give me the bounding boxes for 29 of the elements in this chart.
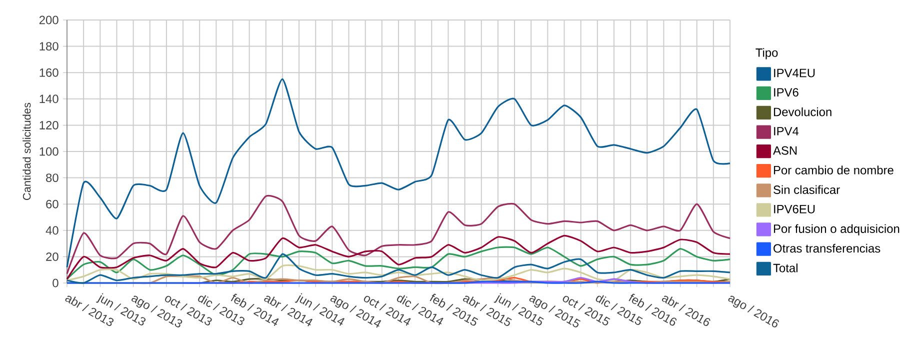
line-series xyxy=(66,195,731,275)
legend-label: Otras transferencias xyxy=(774,244,880,253)
y-axis-title: Cantidad solicitudes xyxy=(22,102,31,200)
legend-label: IPV6EU xyxy=(774,204,815,214)
y-tick-label: 20 xyxy=(46,252,58,261)
legend-title: Tipo xyxy=(756,48,778,60)
legend-label: Por fusion o adquisicion xyxy=(774,224,900,236)
line-series xyxy=(66,234,731,280)
line-series xyxy=(66,78,731,268)
legend-label: Total xyxy=(773,263,798,272)
y-tick-label: 60 xyxy=(46,200,58,208)
legend-label: Sin clasificar xyxy=(774,185,840,194)
y-tick-label: 140 xyxy=(40,94,58,104)
y-tick-label: 40 xyxy=(46,226,58,235)
y-tick-label: 160 xyxy=(40,68,58,77)
legend-label: Devolucion xyxy=(774,107,832,116)
legend-label: ASN xyxy=(773,146,797,155)
y-tick-label: 100 xyxy=(40,147,58,156)
y-tick-label: 200 xyxy=(39,16,58,24)
legend-label: Por cambio de nombre xyxy=(774,166,894,174)
y-tick-label: 180 xyxy=(40,42,58,51)
legend-label: IPV6 xyxy=(774,88,798,97)
y-tick-label: 80 xyxy=(46,174,58,182)
y-tick-label: 0 xyxy=(52,278,58,288)
legend-label: IPV4 xyxy=(774,127,799,136)
legend-label: IPV4EU xyxy=(774,68,815,78)
y-tick-label: 120 xyxy=(40,120,58,130)
x-tick-label: ago / 2016 xyxy=(728,296,779,328)
line-series xyxy=(66,246,731,280)
